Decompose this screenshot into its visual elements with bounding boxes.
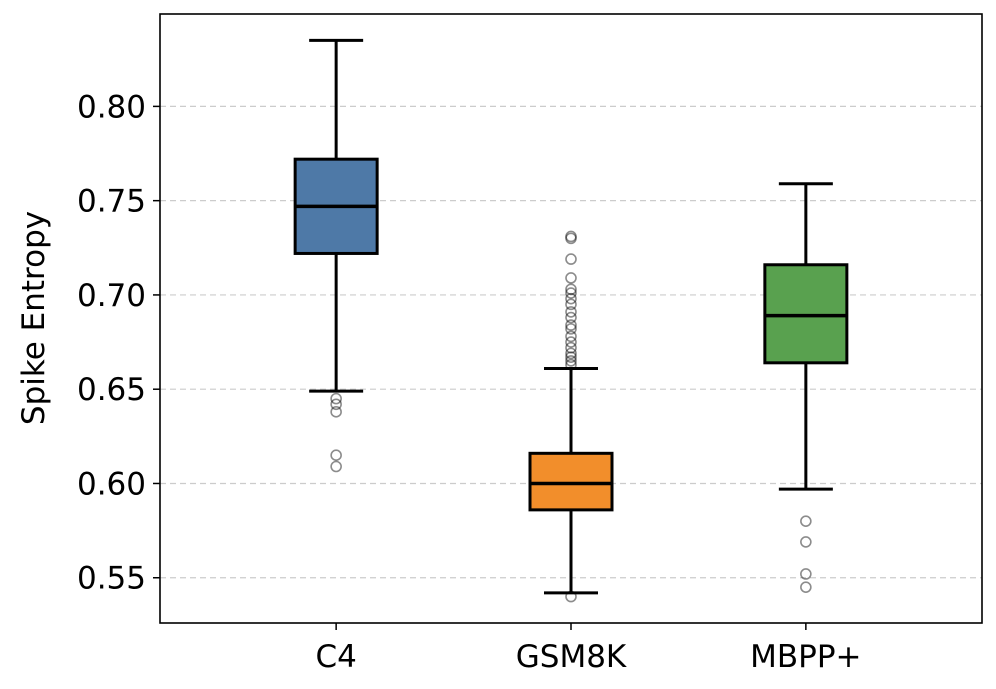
- outlier-point: [565, 253, 577, 265]
- y-tick-label: 0.55: [77, 561, 146, 597]
- box-c4: [293, 38, 379, 473]
- outlier-point: [565, 311, 577, 324]
- outlier-point: [565, 292, 577, 305]
- y-tick-label: 0.75: [77, 184, 146, 220]
- y-tick-label: 0.60: [77, 466, 146, 502]
- box-mbpp: [763, 182, 849, 593]
- y-tick-label: 0.80: [77, 89, 146, 125]
- y-tick-label: 0.65: [77, 372, 146, 408]
- outlier-point: [565, 272, 577, 284]
- y-tick-label: 0.70: [77, 278, 146, 314]
- x-tick-label: C4: [315, 639, 356, 675]
- x-tick-label: GSM8K: [516, 639, 627, 675]
- outlier-point: [800, 568, 812, 580]
- outlier-point: [565, 330, 577, 343]
- outlier-point: [565, 306, 577, 318]
- outlier-point: [800, 536, 812, 548]
- iqr-box: [763, 263, 849, 365]
- outlier-point: [565, 287, 577, 299]
- outlier-point: [330, 460, 342, 473]
- boxes: [293, 38, 849, 603]
- outlier-point: [565, 232, 577, 245]
- outlier-point: [800, 515, 812, 527]
- x-axis: C4 GSM8K MBPP+: [315, 623, 862, 675]
- outlier-point: [800, 581, 812, 593]
- iqr-box: [528, 451, 614, 512]
- y-axis-label: Spike Entropy: [16, 211, 52, 425]
- outlier-point: [330, 449, 342, 461]
- outlier-point: [565, 590, 577, 603]
- outlier-point: [565, 341, 577, 354]
- x-tick-label: MBPP+: [750, 639, 861, 675]
- y-axis: 0.55 0.60 0.65 0.70 0.75 0.80: [77, 89, 160, 597]
- outlier-point: [565, 298, 577, 311]
- outlier-point: [330, 398, 342, 411]
- outlier-point: [565, 351, 577, 363]
- box-gsm8k: [528, 230, 614, 603]
- outlier-point: [565, 230, 577, 243]
- outlier-point: [565, 347, 577, 360]
- outlier-point: [330, 406, 342, 418]
- outlier-point: [565, 355, 577, 367]
- outlier-point: [330, 392, 342, 405]
- outlier-point: [565, 283, 577, 296]
- outlier-point: [565, 358, 577, 371]
- outlier-point: [565, 336, 577, 348]
- outlier-point: [565, 323, 577, 335]
- outlier-point: [565, 319, 577, 331]
